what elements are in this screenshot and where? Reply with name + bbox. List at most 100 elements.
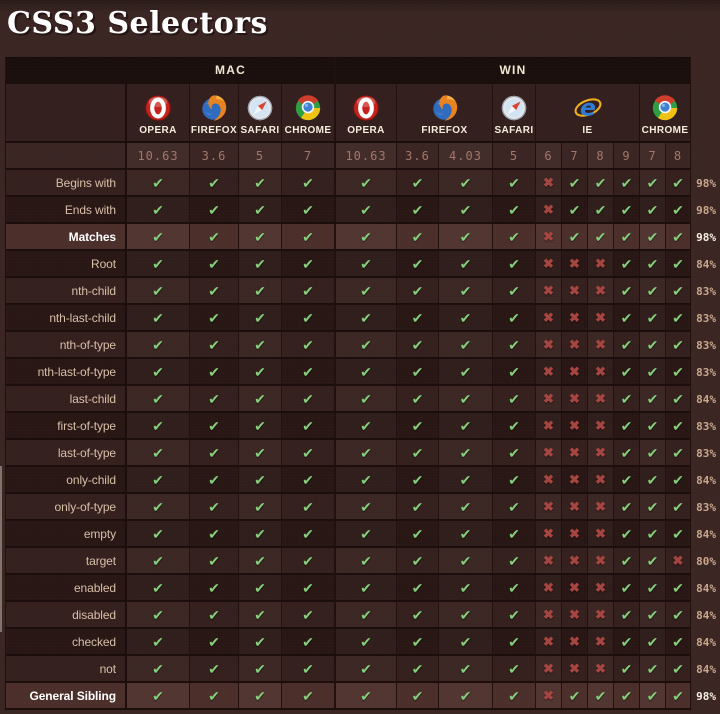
support-cell: ✔ <box>190 467 239 494</box>
cross-icon: ✖ <box>595 310 606 325</box>
support-cell: ✔ <box>397 224 439 251</box>
check-icon: ✔ <box>411 363 424 380</box>
support-cell: ✔ <box>614 575 640 602</box>
check-icon: ✔ <box>254 552 266 569</box>
support-cell: ✔ <box>397 521 439 548</box>
selector-row-label: last-child <box>5 386 127 413</box>
check-icon: ✔ <box>459 606 472 623</box>
support-cell: ✔ <box>127 278 190 305</box>
check-icon: ✔ <box>302 552 314 569</box>
support-cell: ✖ <box>562 440 588 467</box>
check-icon: ✔ <box>411 552 424 569</box>
check-icon: ✔ <box>459 174 472 191</box>
check-icon: ✔ <box>411 174 424 191</box>
support-cell: ✖ <box>536 305 562 332</box>
support-cell: ✖ <box>588 548 614 575</box>
support-cell: ✖ <box>536 224 562 251</box>
support-cell: ✔ <box>335 521 397 548</box>
support-cell: ✔ <box>397 170 439 197</box>
support-cell: ✔ <box>640 656 666 683</box>
check-icon: ✔ <box>568 174 581 191</box>
support-cell: ✔ <box>493 602 536 629</box>
cross-icon: ✖ <box>672 553 684 568</box>
support-cell: ✔ <box>127 656 190 683</box>
check-icon: ✔ <box>459 471 472 488</box>
check-icon: ✔ <box>672 390 684 407</box>
selector-row-label: General Sibling <box>5 683 127 710</box>
support-cell: ✔ <box>335 440 397 467</box>
support-cell: ✔ <box>239 413 282 440</box>
support-cell: ✔ <box>190 305 239 332</box>
support-cell: ✔ <box>640 467 666 494</box>
support-cell: ✔ <box>640 440 666 467</box>
cross-icon: ✖ <box>543 499 554 514</box>
support-cell: ✔ <box>335 629 397 656</box>
support-cell: ✔ <box>439 359 493 386</box>
support-cell: ✔ <box>190 197 239 224</box>
check-icon: ✔ <box>302 606 314 623</box>
check-icon: ✔ <box>360 471 372 488</box>
support-cell: ✔ <box>282 251 335 278</box>
check-icon: ✔ <box>620 174 633 191</box>
support-cell: ✖ <box>588 305 614 332</box>
support-cell: ✖ <box>562 332 588 359</box>
cross-icon: ✖ <box>543 391 554 406</box>
selector-row-label: Matches <box>5 224 127 251</box>
check-icon: ✔ <box>360 255 372 272</box>
cross-icon: ✖ <box>543 688 554 703</box>
support-cell: ✔ <box>335 278 397 305</box>
cross-icon: ✖ <box>543 445 554 460</box>
check-icon: ✔ <box>459 228 472 245</box>
support-cell: ✔ <box>439 602 493 629</box>
support-cell: ✔ <box>562 224 588 251</box>
support-cell: ✔ <box>640 683 666 710</box>
check-icon: ✔ <box>459 687 472 704</box>
check-icon: ✔ <box>508 228 520 245</box>
check-icon: ✔ <box>646 660 659 677</box>
check-icon: ✔ <box>620 579 633 596</box>
support-cell: ✔ <box>614 683 640 710</box>
support-cell: ✔ <box>666 359 691 386</box>
percent-cell: 84% <box>696 609 716 622</box>
support-cell: ✔ <box>439 656 493 683</box>
support-cell: ✖ <box>562 494 588 521</box>
check-icon: ✔ <box>508 552 520 569</box>
check-icon: ✔ <box>152 417 164 434</box>
check-icon: ✔ <box>459 525 472 542</box>
support-cell: ✖ <box>588 656 614 683</box>
check-icon: ✔ <box>254 606 266 623</box>
check-icon: ✔ <box>672 687 684 704</box>
percent-cell: 80% <box>696 555 716 568</box>
support-cell: ✔ <box>439 278 493 305</box>
support-cell: ✔ <box>282 575 335 602</box>
cross-icon: ✖ <box>543 634 554 649</box>
support-cell: ✔ <box>397 332 439 359</box>
browser-name-label: SAFARI <box>494 124 534 136</box>
support-cell: ✔ <box>439 224 493 251</box>
support-cell: ✔ <box>397 548 439 575</box>
check-icon: ✔ <box>152 471 164 488</box>
support-cell: ✔ <box>335 494 397 521</box>
support-cell: ✔ <box>190 521 239 548</box>
cross-icon: ✖ <box>543 418 554 433</box>
check-icon: ✔ <box>208 606 220 623</box>
support-cell: ✔ <box>439 251 493 278</box>
support-cell: ✔ <box>588 224 614 251</box>
support-cell: ✔ <box>439 683 493 710</box>
support-cell: ✔ <box>190 413 239 440</box>
check-icon: ✔ <box>620 498 633 515</box>
check-icon: ✔ <box>459 498 472 515</box>
check-icon: ✔ <box>620 282 633 299</box>
support-cell: ✖ <box>588 251 614 278</box>
support-cell: ✖ <box>536 440 562 467</box>
check-icon: ✔ <box>411 309 424 326</box>
browser-header-opera: OPERA <box>127 84 190 143</box>
support-cell: ✔ <box>282 683 335 710</box>
support-cell: ✔ <box>282 602 335 629</box>
version-cell: 5 <box>493 143 536 170</box>
support-cell: ✔ <box>640 602 666 629</box>
support-cell: ✖ <box>536 602 562 629</box>
version-cell: 7 <box>282 143 335 170</box>
percent-icons-spacer <box>691 84 719 143</box>
check-icon: ✔ <box>459 633 472 650</box>
